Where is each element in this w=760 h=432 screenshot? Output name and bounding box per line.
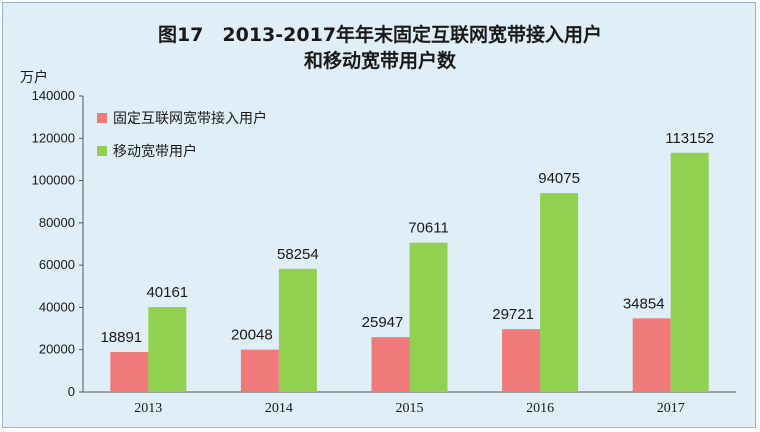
x-category-label: 2016 [526, 401, 554, 416]
bar-value-label: 25947 [362, 314, 404, 331]
x-category-label: 2015 [396, 401, 424, 416]
bar-value-label: 34854 [623, 295, 665, 312]
fixed-broadband-bar [110, 352, 149, 392]
bar-value-label: 20048 [231, 327, 273, 344]
y-tick-label: 60000 [39, 257, 75, 272]
y-tick-label: 120000 [32, 130, 75, 145]
chart-title-line-2: 和移动宽带用户数 [303, 50, 456, 72]
legend-label: 固定互联网宽带接入用户 [113, 110, 267, 127]
bar-value-label: 113152 [665, 130, 714, 147]
legend-swatch [97, 113, 107, 123]
fixed-broadband-bar [502, 329, 541, 392]
fixed-broadband-bar [371, 337, 410, 392]
y-tick-label: 100000 [32, 173, 75, 188]
bar-series-group: 18891 40161 2013 20048 58254 2014 25947 70611 20… [100, 130, 714, 416]
fixed-broadband-bar [632, 318, 671, 392]
y-tick-label: 80000 [39, 215, 75, 230]
y-axis-ticks: 0 20000 40000 60000 80000 100000 120000 140000 [32, 88, 83, 399]
y-tick-label: 40000 [39, 299, 75, 314]
x-category-label: 2017 [657, 401, 685, 416]
chart-title-line-1: 图17 2013-2017年年末固定互联网宽带接入用户 [157, 24, 603, 46]
fixed-broadband-bar [240, 349, 279, 392]
mobile-broadband-bar [278, 268, 317, 392]
y-tick-label: 0 [68, 384, 75, 399]
x-category-label: 2013 [134, 401, 162, 416]
mobile-broadband-bar [148, 307, 187, 392]
bar-value-label: 94075 [538, 170, 580, 187]
y-tick-label: 140000 [32, 88, 75, 103]
legend-label: 移动宽带用户 [113, 143, 197, 160]
bar-value-label: 40161 [146, 284, 188, 301]
bar-value-label: 29721 [492, 306, 534, 323]
y-axis-unit-label: 万户 [20, 69, 48, 86]
bar-value-label: 70611 [408, 220, 449, 237]
mobile-broadband-bar [670, 152, 709, 392]
x-category-label: 2014 [265, 401, 293, 416]
bar-value-label: 58254 [277, 246, 319, 263]
mobile-broadband-bar [409, 242, 448, 392]
legend-swatch [97, 146, 107, 156]
y-tick-label: 20000 [39, 342, 75, 357]
bar-value-label: 18891 [100, 329, 142, 346]
mobile-broadband-bar [540, 193, 579, 392]
